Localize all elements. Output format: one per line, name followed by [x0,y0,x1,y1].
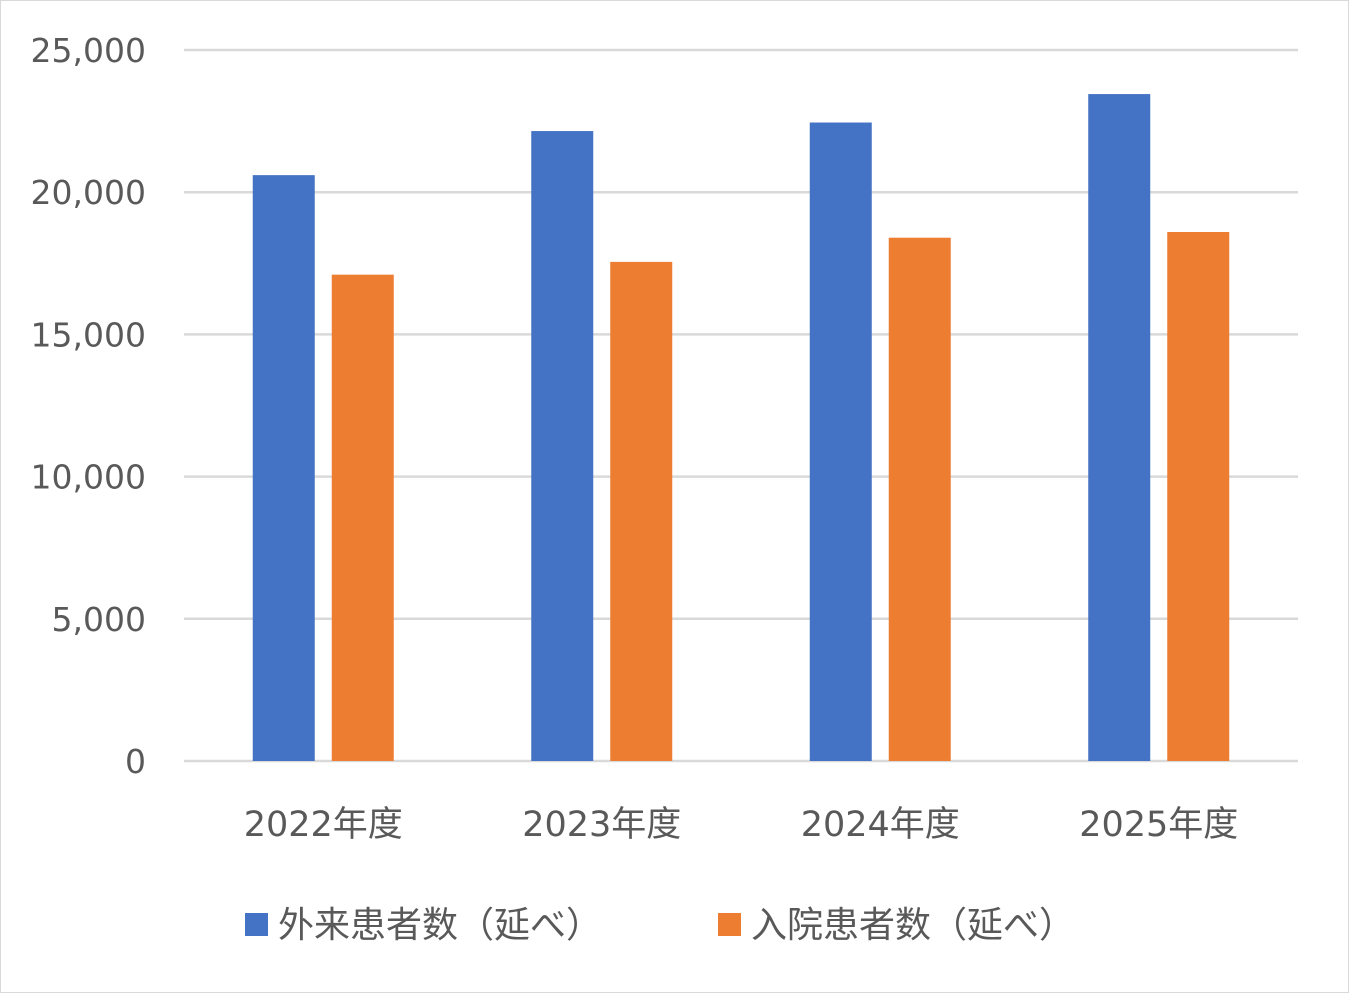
x-category-label: 2022年度 [244,805,403,845]
bar-inpatient [331,274,394,761]
y-tick-label: 10,000 [31,458,146,497]
y-axis-tick-labels: 0 5,000 10,000 15,000 20,000 25,000 [31,31,146,781]
legend: 外来患者数（延べ） 入院患者数（延べ） [245,905,1075,946]
x-category-label: 2023年度 [522,805,681,845]
x-axis-category-labels: 2022年度 2023年度 2024年度 2025年度 [244,805,1239,845]
bar-inpatient [610,261,673,761]
bar-outpatient [252,175,315,762]
legend-label: 外来患者数（延べ） [278,905,602,946]
bar-outpatient [531,131,594,761]
x-category-label: 2024年度 [801,805,960,845]
bar-outpatient [1088,94,1151,761]
legend-swatch [718,913,741,936]
bar-inpatient [888,237,951,762]
y-tick-label: 25,000 [31,31,146,70]
bar-inpatient [1167,232,1230,762]
x-category-label: 2025年度 [1079,805,1238,845]
y-tick-label: 0 [125,742,146,781]
legend-label: 入院患者数（延べ） [751,905,1075,946]
bars [252,94,1230,762]
bar-outpatient [809,122,872,762]
legend-swatch [245,913,268,936]
y-tick-label: 20,000 [31,173,146,212]
y-tick-label: 15,000 [31,315,146,354]
y-tick-label: 5,000 [52,600,146,639]
